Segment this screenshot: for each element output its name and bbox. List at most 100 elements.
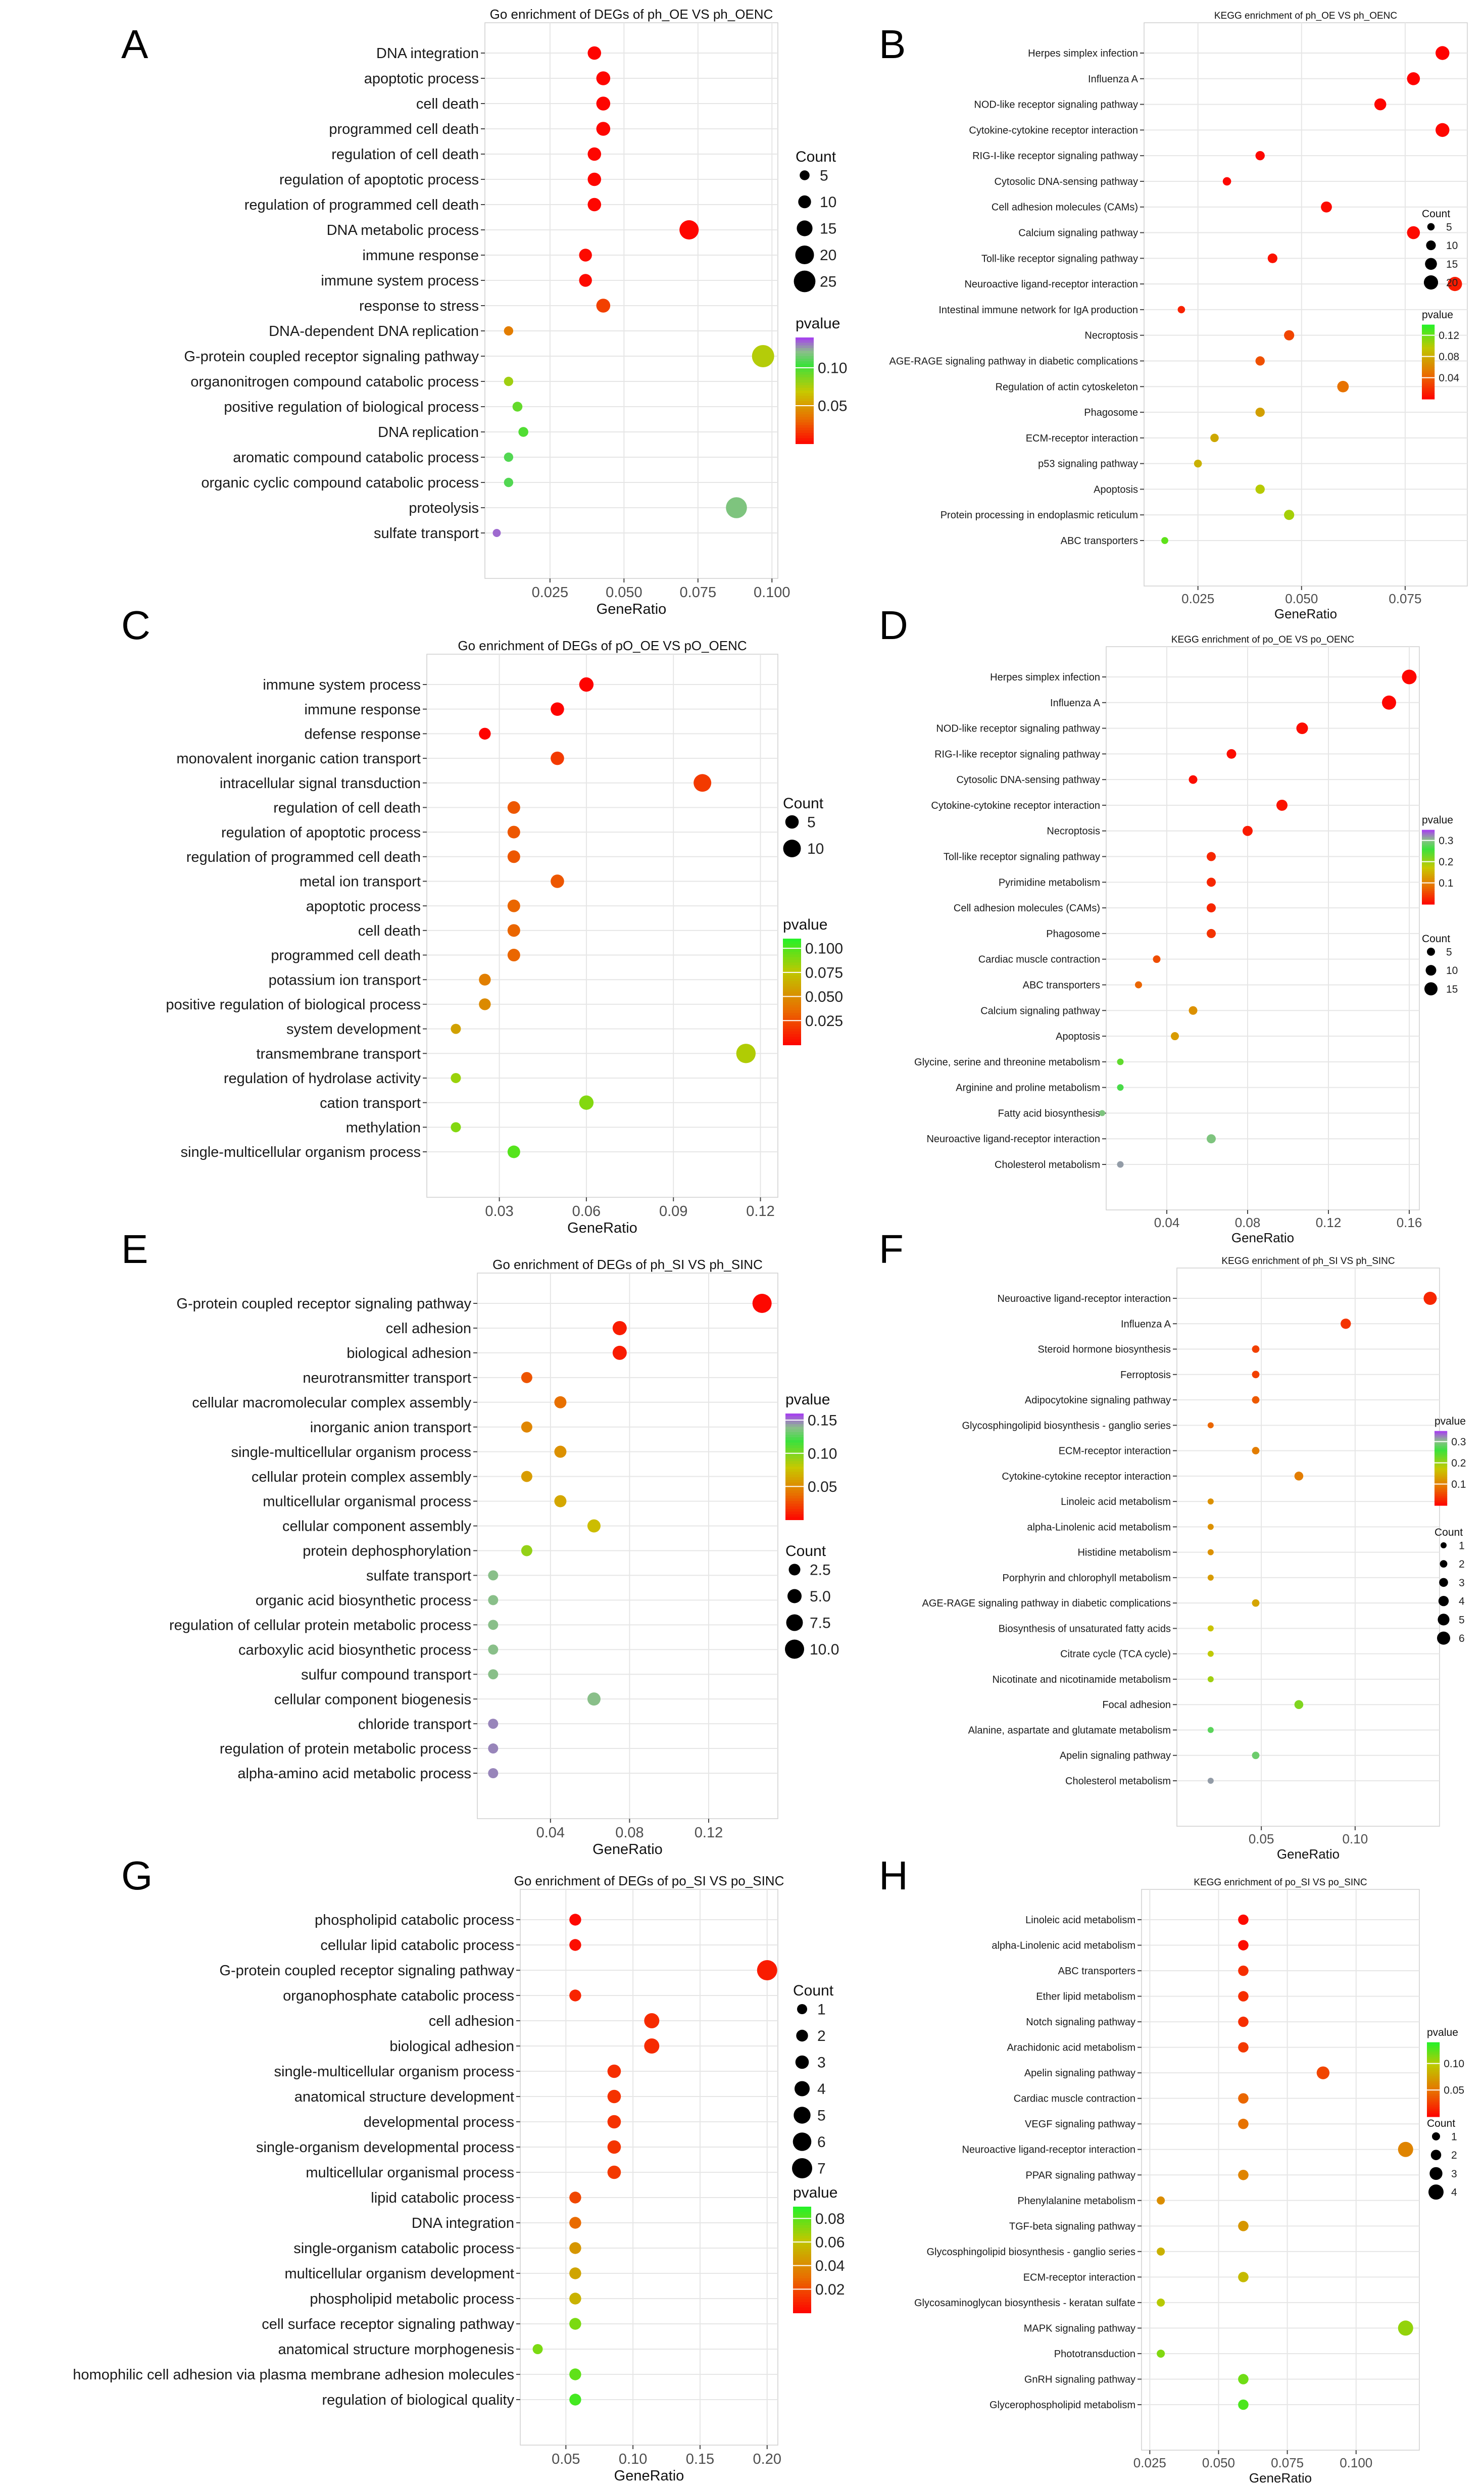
color-bar-segment	[1422, 356, 1435, 359]
size-legend-dot	[795, 246, 814, 264]
color-bar-segment	[1427, 2114, 1440, 2117]
panel-letter: E	[121, 1227, 148, 1272]
color-bar-segment	[796, 441, 814, 444]
term-label: Calcium signaling pathway	[1018, 228, 1138, 239]
panel-h: H KEGG enrichment of po_SI VS po_SINC 0.02…	[879, 1853, 1464, 2485]
size-legend-label: 10	[820, 194, 836, 211]
term-label: single-multicellular organism process	[274, 2064, 514, 2080]
color-bar-segment	[1427, 2042, 1440, 2045]
x-tick-label: 0.09	[659, 1203, 687, 1220]
data-point	[1238, 2118, 1249, 2129]
panel-e: E Go enrichment of DEGs of ph_SI VS ph_SI…	[121, 1227, 839, 1858]
data-point	[1321, 201, 1332, 213]
term-label: cell adhesion	[429, 2013, 514, 2029]
data-point	[1135, 981, 1142, 989]
data-point	[569, 2293, 581, 2305]
color-bar-segment	[1434, 1501, 1448, 1504]
color-bar-segment	[1434, 1486, 1448, 1489]
color-bar-segment	[1422, 384, 1435, 386]
color-bar-segment	[785, 1480, 804, 1483]
color-bar-segment	[793, 2299, 811, 2303]
data-point	[451, 1122, 461, 1133]
term-label: anatomical structure morphogenesis	[278, 2342, 514, 2358]
size-legend: Count 5 10 15 20 25	[794, 149, 836, 293]
color-bar-segment	[1434, 1468, 1448, 1471]
term-label: proteolysis	[409, 500, 479, 516]
data-point	[507, 850, 520, 863]
color-bar-segment	[1434, 1497, 1448, 1500]
color-bar-segment	[1422, 347, 1435, 350]
color-bar-segment	[783, 973, 801, 977]
size-legend-label: 1	[817, 2002, 826, 2018]
color-bar-segment	[783, 1034, 801, 1038]
term-label: Cytokine-cytokine receptor interaction	[969, 125, 1138, 136]
panel-c: C Go enrichment of DEGs of pO_OE VS pO_OE…	[121, 603, 843, 1236]
term-label: Influenza A	[1050, 698, 1101, 709]
color-bar-segment	[793, 2288, 811, 2292]
color-bar-segment	[1422, 837, 1435, 840]
data-point	[1207, 1574, 1214, 1581]
color-bar-segment	[1434, 1492, 1448, 1495]
x-axis-label: GeneRatio	[567, 1220, 637, 1236]
data-point	[1238, 2221, 1249, 2231]
color-bar-segment	[1422, 865, 1435, 868]
color-bar-segment	[1422, 843, 1435, 845]
term-label: Ether lipid metabolism	[1036, 1991, 1135, 2003]
color-legend: pvalue 0.04 0.08 0.12	[1422, 309, 1459, 400]
chart-title: Go enrichment of DEGs of ph_SI VS ph_SIN…	[492, 1257, 763, 1272]
color-bar-segment	[1422, 861, 1435, 864]
color-bar-segment	[1422, 371, 1435, 374]
color-bar-segment	[796, 417, 814, 420]
term-label: programmed cell death	[271, 948, 421, 964]
x-tick-label: 0.20	[753, 2451, 781, 2467]
data-point	[479, 727, 491, 740]
term-label: VEGF signaling pathway	[1025, 2119, 1135, 2130]
color-bar-segment	[793, 2297, 811, 2300]
term-label: DNA integration	[376, 45, 479, 62]
color-bar-segment	[793, 2244, 811, 2247]
data-point	[1337, 380, 1349, 393]
color-bar-segment	[1427, 2051, 1440, 2054]
color-bar-segment	[796, 364, 814, 367]
x-tick-label: 0.16	[1397, 1215, 1422, 1230]
color-bar-segment	[1434, 1475, 1448, 1478]
color-legend: pvalue 0.025 0.050 0.075 0.100	[783, 916, 843, 1045]
size-legend-label: 25	[820, 274, 836, 290]
color-bar-label: 0.10	[818, 360, 847, 377]
size-legend-dot	[785, 815, 799, 829]
data-point	[1238, 2272, 1249, 2282]
data-point	[1374, 98, 1387, 111]
data-point	[1194, 459, 1202, 468]
size-legend-label: 10	[1446, 965, 1458, 977]
color-bar-segment	[1422, 885, 1435, 888]
data-point	[1294, 1472, 1304, 1481]
color-bar-segment	[1422, 360, 1435, 363]
color-bar-segment	[793, 2254, 811, 2258]
data-point	[1402, 669, 1417, 685]
color-bar-segment	[1427, 2045, 1440, 2049]
panel-letter: H	[879, 1853, 908, 1898]
term-label: sulfate transport	[374, 525, 479, 542]
data-point	[1207, 1524, 1214, 1530]
term-label: Neuroactive ligand-receptor interaction	[926, 1134, 1100, 1145]
x-axis-label: GeneRatio	[592, 1841, 663, 1858]
color-bar-segment	[1427, 2061, 1440, 2064]
color-bar-segment	[796, 374, 814, 378]
data-point	[488, 1644, 499, 1655]
term-label: Glycosphingolipid biosynthesis - ganglio…	[926, 2247, 1135, 2258]
color-bar-label: 0.12	[1439, 330, 1459, 342]
color-bar-segment	[785, 1509, 804, 1513]
color-bar-segment	[785, 1414, 804, 1417]
term-label: Biosynthesis of unsaturated fatty acids	[999, 1623, 1171, 1634]
color-bar-segment	[796, 351, 814, 354]
size-legend-dot	[800, 170, 810, 180]
color-bar-segment	[1427, 2094, 1440, 2097]
size-legend-dot	[787, 1589, 802, 1603]
color-bar-segment	[1427, 2102, 1440, 2104]
term-label: cell surface receptor signaling pathway	[262, 2316, 514, 2332]
data-point	[1238, 1940, 1249, 1951]
plot-area	[520, 1889, 778, 2446]
data-point	[596, 96, 611, 111]
term-label: ABC transporters	[1061, 535, 1138, 547]
data-point	[1157, 2247, 1165, 2256]
